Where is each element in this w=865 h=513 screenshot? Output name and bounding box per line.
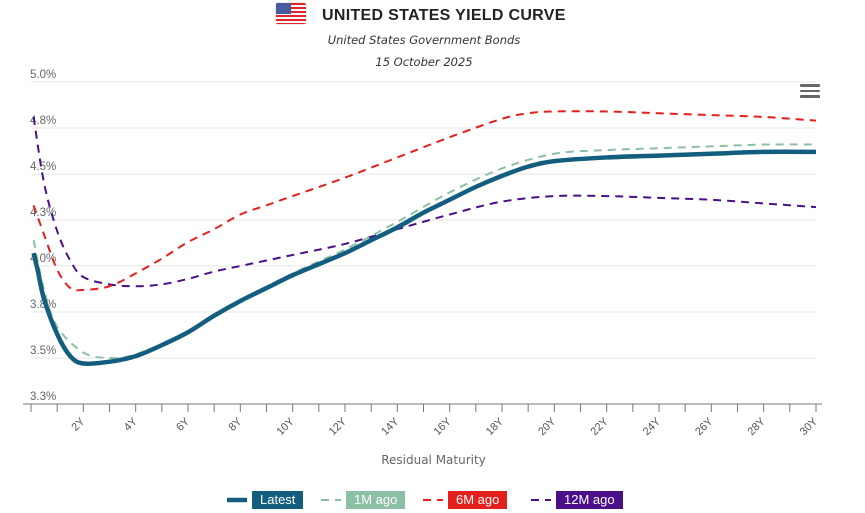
x-tick-label: 20Y — [536, 415, 559, 438]
y-tick-label: 4.8% — [30, 115, 56, 127]
legend-item-6m-ago[interactable]: 6M ago — [420, 491, 508, 509]
series-line-latest — [31, 149, 817, 367]
legend-item-latest[interactable]: Latest — [224, 491, 304, 509]
x-tick-label: 30Y — [798, 415, 821, 438]
us-flag-icon — [276, 3, 306, 24]
x-tick-label: 8Y — [226, 415, 244, 433]
series-line-1m-ago — [32, 143, 817, 360]
legend-symbol — [423, 499, 443, 501]
hamburger-menu-icon[interactable] — [800, 84, 820, 100]
x-tick-label: 2Y — [69, 415, 87, 433]
y-tick-label: 4.5% — [30, 161, 56, 173]
y-tick-label: 5.0% — [30, 69, 56, 81]
y-tick-label: 3.8% — [30, 299, 56, 311]
y-tick-label: 3.3% — [30, 391, 56, 403]
x-tick-label: 16Y — [431, 415, 454, 438]
x-tick-label: 14Y — [379, 415, 402, 438]
x-tick-label: 10Y — [274, 415, 297, 438]
x-tick-label: 12Y — [327, 415, 350, 438]
series-line-6m-ago — [32, 110, 817, 292]
legend-symbol — [321, 499, 341, 501]
y-tick-label: 4.3% — [30, 207, 56, 219]
x-tick-label: 18Y — [484, 415, 507, 438]
x-tick-label: 24Y — [641, 415, 664, 438]
legend-label: 1M ago — [346, 491, 406, 509]
legend-label: Latest — [252, 491, 304, 509]
chart-header: UNITED STATES YIELD CURVE United States … — [0, 0, 865, 75]
x-tick-label: 28Y — [745, 415, 768, 438]
chart-subtitle: United States Government Bonds — [327, 33, 521, 47]
legend-symbol — [227, 497, 247, 503]
x-axis-title: Residual Maturity — [381, 453, 486, 467]
chart-title: UNITED STATES YIELD CURVE — [322, 7, 566, 24]
x-tick-label: 22Y — [588, 415, 611, 438]
chart-legend: Latest 1M ago 6M ago 12M ago — [0, 491, 865, 513]
legend-item-1m-ago[interactable]: 1M ago — [318, 491, 406, 509]
y-tick-label: 3.5% — [30, 345, 56, 357]
x-tick-label: 26Y — [693, 415, 716, 438]
x-tick-label: 4Y — [122, 415, 140, 433]
series-line-12m-ago — [32, 116, 817, 288]
yield-curve-chart: 3.3%3.5%3.8%4.0%4.3%4.5%4.8%5.0%2Y 4Y 6Y 8Y… — [23, 69, 822, 467]
legend-label: 12M ago — [556, 491, 623, 509]
legend-item-12m-ago[interactable]: 12M ago — [528, 491, 623, 509]
legend-symbol — [531, 499, 551, 501]
legend-label: 6M ago — [448, 491, 508, 509]
x-tick-label: 6Y — [174, 415, 192, 433]
chart-date: 15 October 2025 — [375, 55, 473, 69]
